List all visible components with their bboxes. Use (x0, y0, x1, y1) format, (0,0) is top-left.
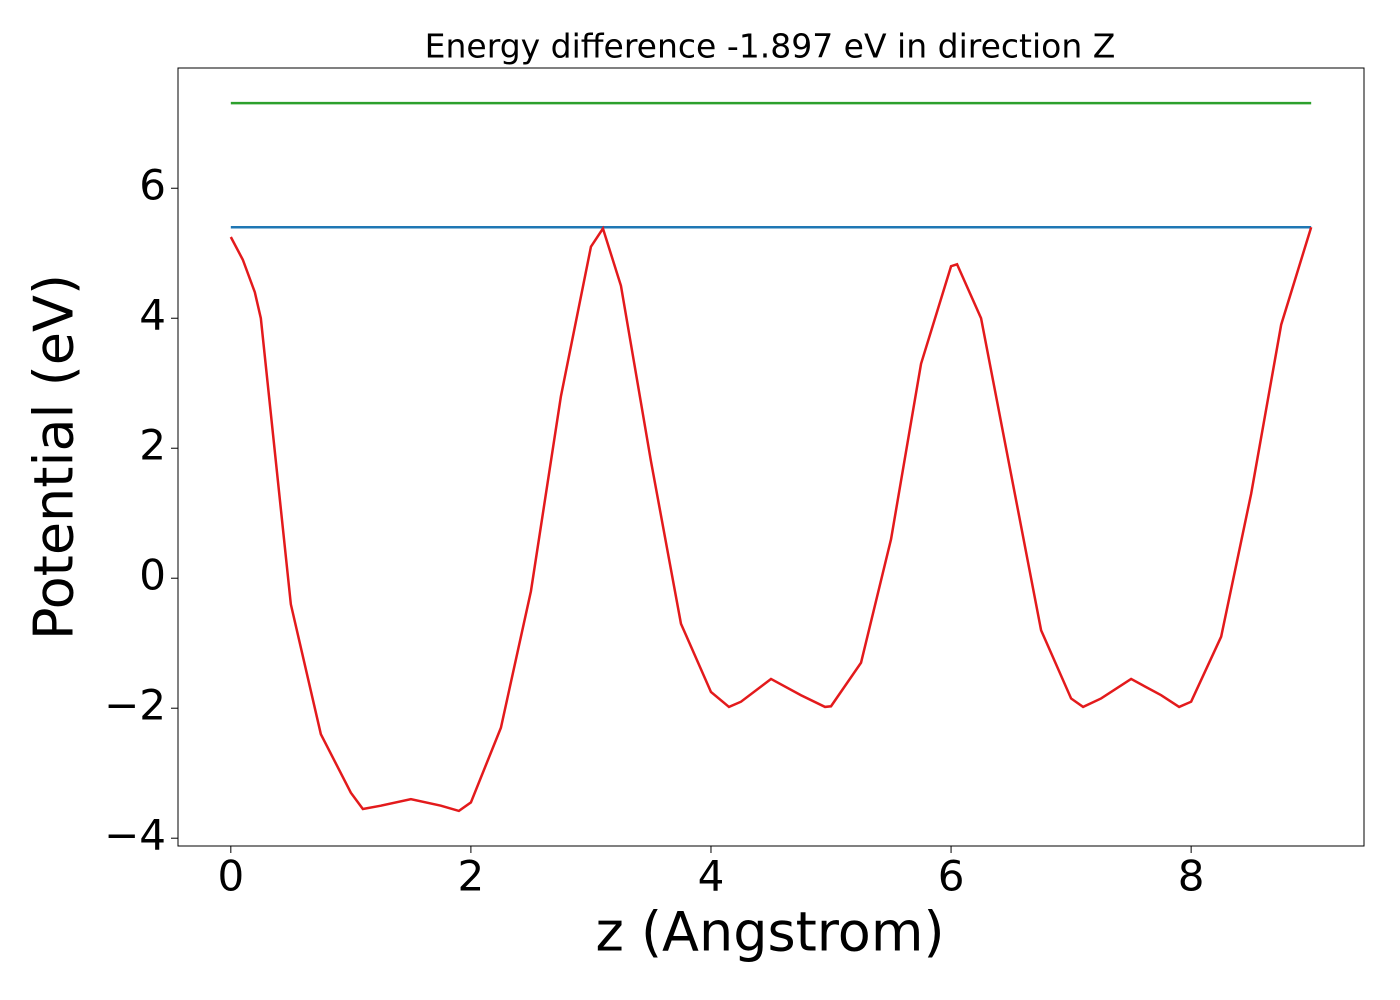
y-tick-label: −2 (104, 681, 166, 730)
y-tick-label: 6 (139, 161, 166, 210)
y-axis-label: Potential (eV) (23, 274, 86, 640)
chart-title: Energy difference -1.897 eV in direction… (425, 27, 1116, 66)
y-tick-label: 2 (139, 421, 166, 470)
plot-frame (177, 67, 1365, 847)
x-axis-label: z (Angstrom) (595, 901, 944, 964)
y-tick-label: −4 (104, 811, 166, 860)
x-tick-label: 4 (698, 852, 725, 901)
y-tick-label: 4 (139, 291, 166, 340)
data-line (229, 225, 1313, 813)
x-tick-label: 0 (217, 852, 244, 901)
x-tick-label: 2 (458, 852, 485, 901)
x-tick-label: 6 (938, 852, 965, 901)
x-tick-label: 8 (1178, 852, 1205, 901)
y-tick-label: 0 (139, 551, 166, 600)
